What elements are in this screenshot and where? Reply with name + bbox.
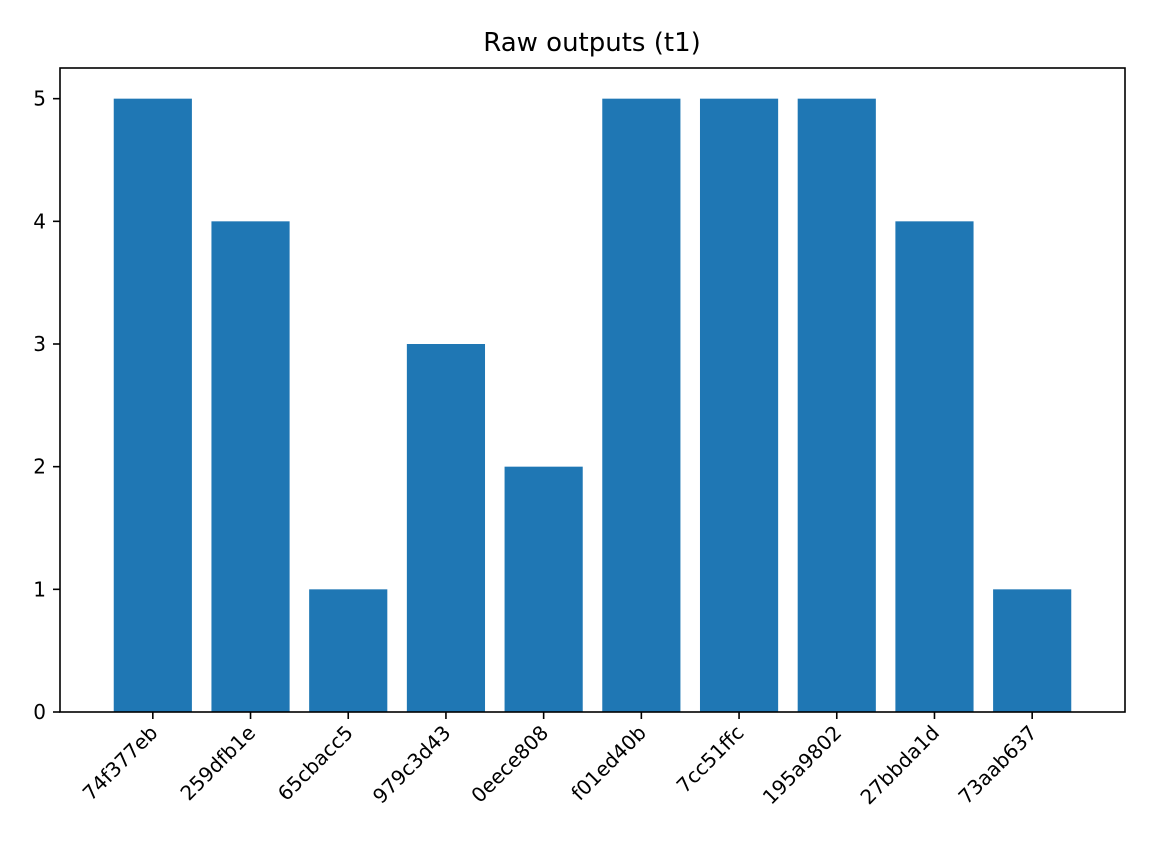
chart-title: Raw outputs (t1): [483, 28, 701, 58]
x-tick-label-0eece808: 0eece808: [466, 721, 553, 808]
x-tick-label-979c3d43: 979c3d43: [368, 721, 456, 809]
bar-27bbda1d: [895, 221, 974, 713]
bar-f01ed40b: [602, 98, 681, 712]
x-tick-label-27bbda1d: 27bbda1d: [855, 721, 944, 810]
x-tick-label-73aab637: 73aab637: [953, 721, 1041, 809]
y-tick-label-5: 5: [33, 87, 46, 111]
x-tick-label-7cc51ffc: 7cc51ffc: [672, 721, 749, 798]
bars-group: [113, 98, 1072, 713]
bar-73aab637: [993, 589, 1072, 712]
plot-frame: [59, 67, 1126, 713]
x-axis: 74f377eb 259dfb1e 65cbacc5 979c3d43 0eece808…: [78, 712, 1042, 809]
x-tick-label-74f377eb: 74f377eb: [78, 721, 163, 806]
bar-195a9802: [797, 98, 876, 712]
x-tick-label-65cbacc5: 65cbacc5: [273, 721, 358, 806]
bar-65cbacc5: [309, 589, 388, 712]
y-axis: 0 1 2 3 4 5: [33, 87, 60, 724]
bar-979c3d43: [406, 344, 486, 712]
bar-0eece808: [504, 466, 583, 712]
x-tick-label-259dfb1e: 259dfb1e: [175, 721, 260, 806]
y-tick-label-4: 4: [33, 209, 46, 233]
y-tick-label-3: 3: [33, 332, 46, 356]
y-tick-label-2: 2: [33, 455, 46, 479]
x-tick-label-f01ed40b: f01ed40b: [566, 721, 651, 806]
y-tick-label-0: 0: [33, 700, 46, 724]
y-tick-label-1: 1: [33, 577, 46, 601]
bar-74f377eb: [113, 98, 192, 712]
bar-7cc51ffc: [699, 98, 779, 712]
x-tick-label-195a9802: 195a9802: [758, 721, 847, 810]
bar-259dfb1e: [211, 221, 290, 713]
